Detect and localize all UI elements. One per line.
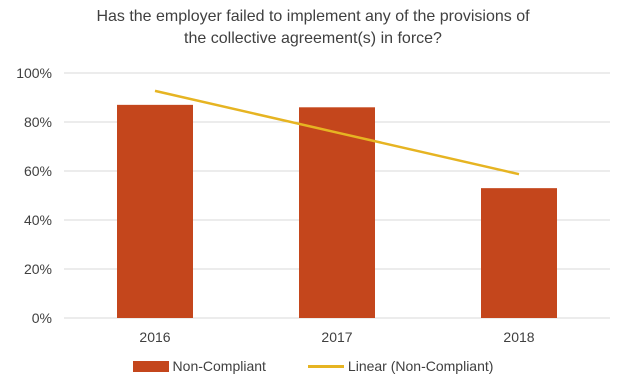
y-tick-label-4: 80%: [24, 114, 52, 130]
legend-swatch-bar: [132, 360, 169, 372]
y-tick-label-2: 40%: [24, 212, 52, 228]
x-tick-label-1: 2017: [321, 329, 352, 345]
legend-label-bars: Non-Compliant: [172, 358, 266, 374]
trendline: [154, 89, 520, 176]
legend: Non-Compliant Linear (Non-Compliant): [0, 358, 626, 374]
chart-title-line-2: the collective agreement(s) in force?: [184, 30, 442, 47]
y-tick-label-3: 60%: [24, 163, 52, 179]
bar-2016: [117, 104, 193, 318]
chart-title-line-1: Has the employer failed to implement any…: [96, 8, 530, 25]
bar-2017: [299, 107, 375, 318]
bar-2018: [481, 188, 557, 318]
legend-swatch-trend: [307, 364, 344, 368]
legend-item-bars: Non-Compliant: [132, 358, 266, 374]
x-tick-label-0: 2016: [139, 329, 170, 345]
y-tick-label-0: 0%: [32, 310, 52, 326]
y-tick-label-1: 20%: [24, 261, 52, 277]
chart-title: Has the employer failed to implement any…: [0, 6, 626, 50]
legend-item-trend: Linear (Non-Compliant): [307, 358, 494, 374]
legend-label-trend: Linear (Non-Compliant): [347, 358, 494, 374]
y-tick-label-5: 100%: [16, 65, 52, 81]
x-tick-label-2: 2018: [503, 329, 534, 345]
